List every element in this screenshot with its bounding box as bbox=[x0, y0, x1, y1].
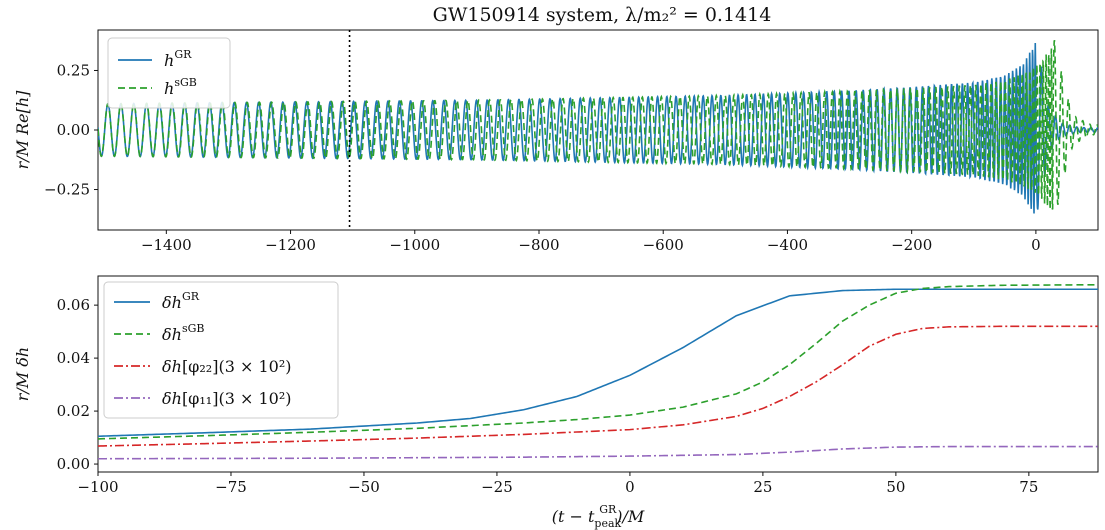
legend-box bbox=[107, 37, 231, 109]
x-tick-label: 75 bbox=[1019, 478, 1038, 496]
y-tick-label: 0.06 bbox=[57, 296, 90, 314]
plot-area bbox=[98, 39, 1098, 214]
top-panel: −1400 −1200 −1000 −800 −600 −400 −200 0 −0.25 0.0… bbox=[13, 29, 1099, 254]
x-axis-label: (t − tpeakGR)/M bbox=[552, 503, 645, 530]
x-tick-label: −400 bbox=[767, 236, 808, 254]
x-tick-label: 0 bbox=[1031, 236, 1041, 254]
series-line-3 bbox=[98, 445, 1098, 460]
series-line-sGB bbox=[98, 39, 1098, 210]
y-tick-label: 0.00 bbox=[57, 121, 90, 139]
x-tick-label: −800 bbox=[518, 236, 559, 254]
y-tick-label: 0.25 bbox=[57, 61, 90, 79]
x-tick-label: −1400 bbox=[141, 236, 192, 254]
x-tick-label: 25 bbox=[753, 478, 772, 496]
x-tick-label: −100 bbox=[77, 478, 118, 496]
series-line-2 bbox=[98, 325, 1098, 447]
chart-title: GW150914 system, λ/m₂² = 0.1414 bbox=[433, 4, 772, 26]
y-axis-label: r/M δh bbox=[13, 347, 32, 401]
x-tick-label: −1000 bbox=[389, 236, 440, 254]
series-line-1 bbox=[98, 283, 1098, 440]
series-line-0 bbox=[98, 288, 1098, 438]
x-tick-label: 0 bbox=[625, 478, 635, 496]
legend-box bbox=[103, 281, 339, 419]
y-tick-label: −0.25 bbox=[44, 181, 90, 199]
plot-area bbox=[98, 283, 1098, 460]
x-tick-label: −1200 bbox=[265, 236, 316, 254]
x-tick-label: −200 bbox=[891, 236, 932, 254]
x-tick-label: −50 bbox=[348, 478, 380, 496]
series-line-GR bbox=[98, 42, 1098, 214]
x-tick-label: −600 bbox=[643, 236, 684, 254]
y-tick-label: 0.04 bbox=[57, 349, 90, 367]
legend-label: δh[φ₂₂](3 × 10²) bbox=[162, 357, 291, 376]
legend-label: δhsGB bbox=[162, 322, 204, 344]
y-tick-label: 0.02 bbox=[57, 402, 90, 420]
plot-frame bbox=[97, 275, 1099, 473]
x-tick-label: −25 bbox=[481, 478, 513, 496]
bottom-panel: −100 −75 −50 −25 0 25 50 75 0.00 0.02 0.04 0.06 r/M … bbox=[13, 275, 1099, 530]
y-tick-label: 0.00 bbox=[57, 455, 90, 473]
x-tick-label: 50 bbox=[886, 478, 905, 496]
legend-label: δh[φ₁₁](3 × 10²) bbox=[162, 389, 291, 408]
legend-label: δhGR bbox=[162, 290, 200, 312]
x-tick-label: −75 bbox=[215, 478, 247, 496]
y-axis-label: r/M Re[h] bbox=[13, 90, 32, 170]
